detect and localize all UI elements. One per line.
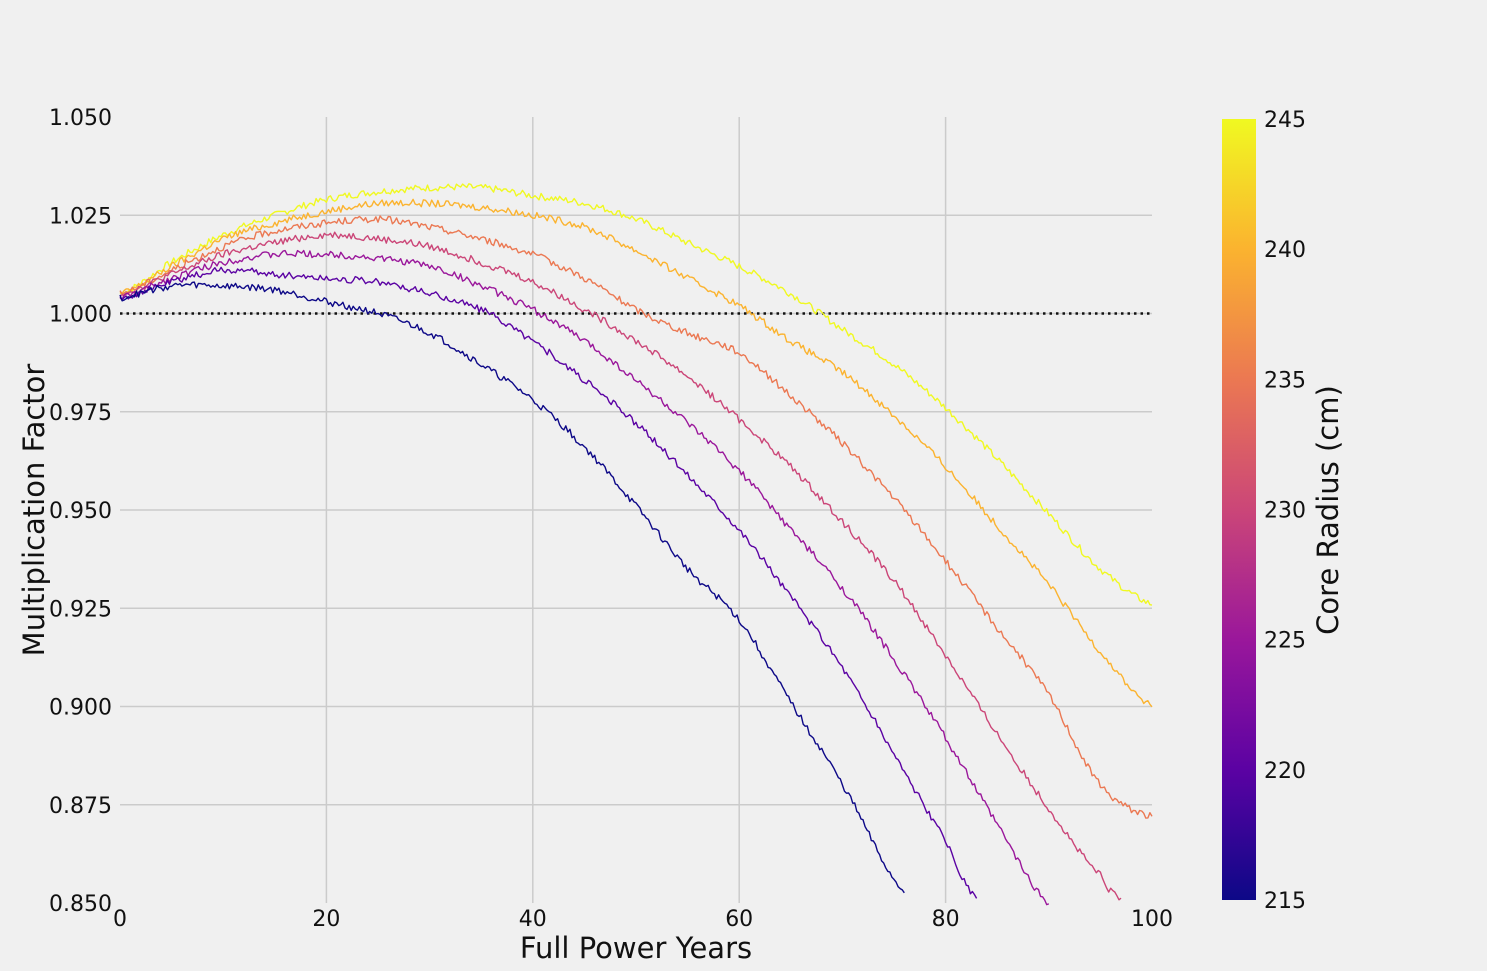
colorbar-tick-label: 230 (1264, 499, 1306, 524)
y-tick-label: 0.875 (49, 794, 112, 819)
colorbar-tick-label: 245 (1264, 108, 1306, 133)
x-tick-label: 20 (312, 907, 340, 932)
series-line-245 (119, 183, 1153, 606)
y-tick-label: 0.950 (49, 499, 112, 524)
x-tick-label: 0 (113, 907, 127, 932)
colorbar-tick-label: 225 (1264, 629, 1306, 654)
y-tick-label: 0.975 (49, 401, 112, 426)
y-tick-label: 1.050 (49, 106, 112, 131)
y-tick-label: 0.925 (49, 597, 112, 622)
series-line-215 (119, 281, 905, 894)
y-tick-label: 1.000 (49, 303, 112, 328)
x-tick-label: 40 (519, 907, 547, 932)
y-tick-label: 1.025 (49, 204, 112, 229)
series-line-225 (119, 249, 1050, 906)
colorbar-tick-labels: 215 220 225 230 235 240 245 (1264, 108, 1306, 914)
x-tick-label: 100 (1131, 907, 1173, 932)
series-line-235 (119, 215, 1153, 819)
colorbar-tick-label: 215 (1264, 889, 1306, 914)
colorbar-label: Core Radius (cm) (1311, 385, 1345, 635)
colorbar-tick-label: 235 (1264, 368, 1306, 393)
series-line-230 (119, 231, 1122, 901)
x-axis-label: Full Power Years (520, 931, 752, 965)
colorbar-tick-label: 240 (1264, 238, 1306, 263)
grid (120, 117, 1152, 903)
colorbar-tick-label: 220 (1264, 759, 1306, 784)
y-axis-label: Multiplication Factor (17, 364, 51, 657)
series-group (119, 183, 1153, 906)
series-line-220 (119, 266, 978, 899)
colorbar (1222, 119, 1256, 900)
y-tick-label: 0.850 (49, 892, 112, 917)
y-tick-label: 0.900 (49, 696, 112, 721)
y-tick-labels: 0.850 0.875 0.900 0.925 0.950 0.975 1.000 1.025… (49, 106, 112, 917)
x-tick-label: 80 (932, 907, 960, 932)
x-tick-label: 60 (725, 907, 753, 932)
series-line-240 (119, 198, 1153, 708)
x-tick-labels: 0 20 40 60 80 100 (113, 907, 1173, 932)
